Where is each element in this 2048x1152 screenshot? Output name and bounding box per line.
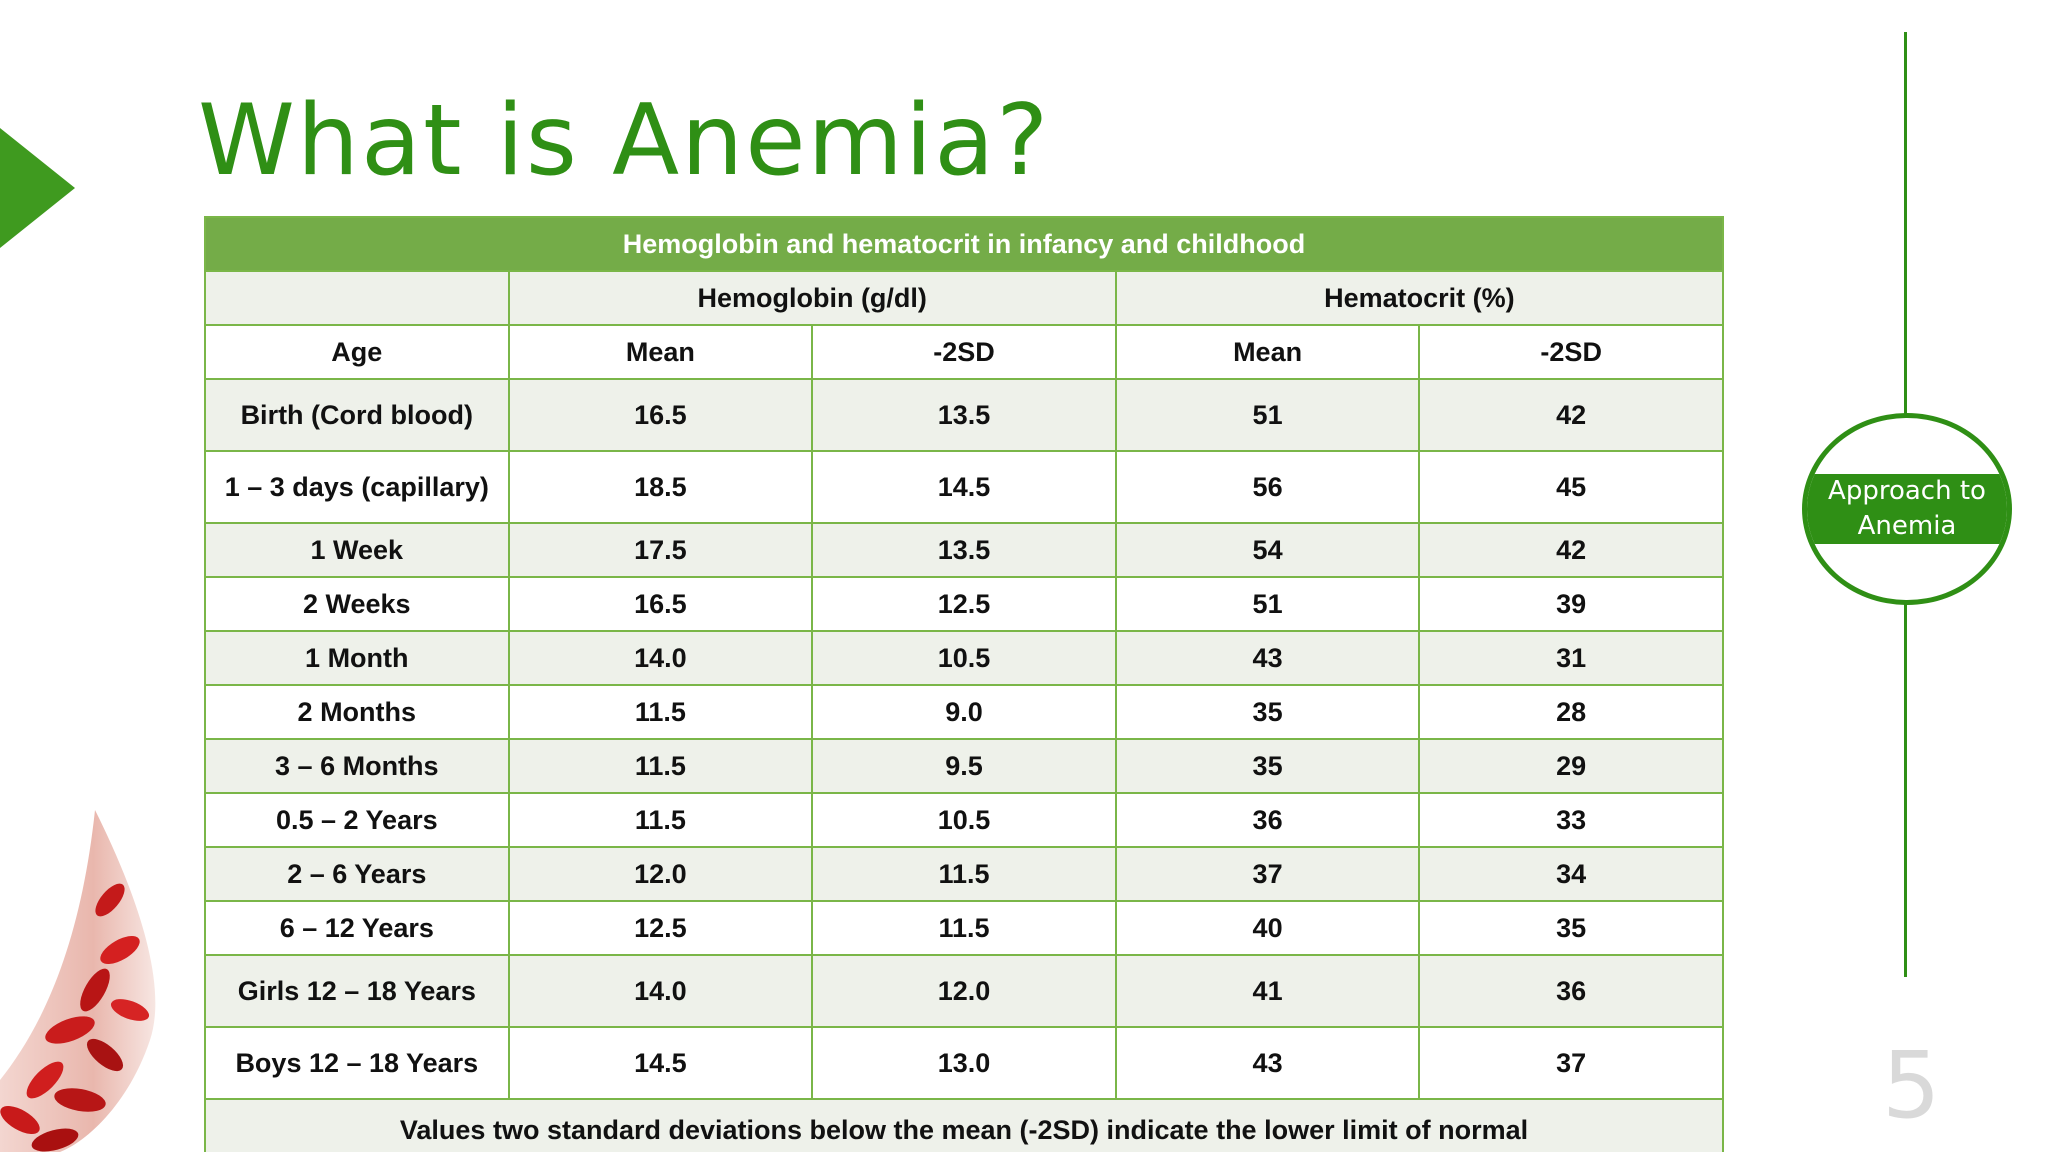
table-row: 6 – 12 Years 12.5 11.5 40 35 — [204, 900, 1724, 956]
nav-button-label: Approach to Anemia — [1807, 474, 2007, 544]
hct-mean-cell: 56 — [1114, 450, 1421, 524]
age-cell: 6 – 12 Years — [204, 900, 510, 956]
column-header-hb-2sd: -2SD — [811, 324, 1117, 380]
hct-mean-cell: 40 — [1114, 900, 1421, 956]
hct-2sd-cell: 33 — [1418, 792, 1724, 848]
hb-2sd-cell: 9.5 — [811, 738, 1117, 794]
approach-to-anemia-nav-button[interactable]: Approach to Anemia — [1802, 413, 2012, 605]
table-row: 1 Month 14.0 10.5 43 31 — [204, 630, 1724, 686]
table-row: 2 Weeks 16.5 12.5 51 39 — [204, 576, 1724, 632]
hb-mean-cell: 17.5 — [507, 522, 814, 578]
table-row: 3 – 6 Months 11.5 9.5 35 29 — [204, 738, 1724, 794]
age-cell: 1 Week — [204, 522, 510, 578]
hb-2sd-cell: 9.0 — [811, 684, 1117, 740]
hct-2sd-cell: 31 — [1418, 630, 1724, 686]
hct-mean-cell: 36 — [1114, 792, 1421, 848]
hb-2sd-cell: 13.5 — [811, 522, 1117, 578]
column-header-hct-2sd: -2SD — [1418, 324, 1724, 380]
hb-2sd-cell: 11.5 — [811, 900, 1117, 956]
hb-mean-cell: 14.0 — [507, 954, 814, 1028]
age-cell: 2 – 6 Years — [204, 846, 510, 902]
column-header-hct-mean: Mean — [1114, 324, 1421, 380]
table-row: Boys 12 – 18 Years 14.5 13.0 43 37 — [204, 1026, 1724, 1100]
age-cell: 1 – 3 days (capillary) — [204, 450, 510, 524]
table-row: Birth (Cord blood) 16.5 13.5 51 42 — [204, 378, 1724, 452]
column-header-age: Age — [204, 324, 510, 380]
hb-2sd-cell: 10.5 — [811, 792, 1117, 848]
hb-mean-cell: 14.5 — [507, 1026, 814, 1100]
group-header-blank — [204, 270, 509, 326]
age-cell: Girls 12 – 18 Years — [204, 954, 510, 1028]
hb-2sd-cell: 14.5 — [811, 450, 1117, 524]
age-cell: 0.5 – 2 Years — [204, 792, 510, 848]
table-row: 1 Week 17.5 13.5 54 42 — [204, 522, 1724, 578]
age-cell: 2 Weeks — [204, 576, 510, 632]
hb-2sd-cell: 13.5 — [811, 378, 1117, 452]
age-cell: Boys 12 – 18 Years — [204, 1026, 510, 1100]
age-cell: 3 – 6 Months — [204, 738, 510, 794]
table-row: 2 Months 11.5 9.0 35 28 — [204, 684, 1724, 740]
hb-2sd-cell: 12.0 — [811, 954, 1117, 1028]
hb-mean-cell: 11.5 — [507, 792, 814, 848]
hct-2sd-cell: 36 — [1418, 954, 1724, 1028]
hemoglobin-table-container: Hemoglobin and hematocrit in infancy and… — [204, 216, 1724, 1152]
group-header-hematocrit: Hematocrit (%) — [1114, 270, 1724, 326]
hb-2sd-cell: 10.5 — [811, 630, 1117, 686]
slide-page-number: 5 — [1882, 1032, 1941, 1139]
table-group-header-row: Hemoglobin (g/dl) Hematocrit (%) — [204, 270, 1724, 326]
hct-2sd-cell: 28 — [1418, 684, 1724, 740]
age-cell: Birth (Cord blood) — [204, 378, 510, 452]
table-row: 2 – 6 Years 12.0 11.5 37 34 — [204, 846, 1724, 902]
table-footnote-row: Values two standard deviations below the… — [204, 1098, 1724, 1152]
hb-2sd-cell: 12.5 — [811, 576, 1117, 632]
hb-2sd-cell: 11.5 — [811, 846, 1117, 902]
red-blood-cells-image — [0, 810, 156, 1152]
hb-mean-cell: 16.5 — [507, 576, 814, 632]
table-footnote: Values two standard deviations below the… — [204, 1098, 1724, 1152]
hb-mean-cell: 14.0 — [507, 630, 814, 686]
age-cell: 1 Month — [204, 630, 510, 686]
column-header-hb-mean: Mean — [507, 324, 814, 380]
hb-mean-cell: 12.5 — [507, 900, 814, 956]
hb-mean-cell: 11.5 — [507, 738, 814, 794]
hb-mean-cell: 12.0 — [507, 846, 814, 902]
hemoglobin-hematocrit-table: Hemoglobin and hematocrit in infancy and… — [204, 216, 1724, 1152]
hct-mean-cell: 37 — [1114, 846, 1421, 902]
age-cell: 2 Months — [204, 684, 510, 740]
hct-2sd-cell: 37 — [1418, 1026, 1724, 1100]
hct-mean-cell: 35 — [1114, 684, 1421, 740]
group-header-hemoglobin: Hemoglobin (g/dl) — [507, 270, 1117, 326]
table-row: Girls 12 – 18 Years 14.0 12.0 41 36 — [204, 954, 1724, 1028]
hct-2sd-cell: 29 — [1418, 738, 1724, 794]
side-nav-line-top — [1904, 32, 1907, 414]
hct-2sd-cell: 42 — [1418, 522, 1724, 578]
table-column-header-row: Age Mean -2SD Mean -2SD — [204, 324, 1724, 380]
hct-mean-cell: 51 — [1114, 378, 1421, 452]
hct-2sd-cell: 35 — [1418, 900, 1724, 956]
table-row: 0.5 – 2 Years 11.5 10.5 36 33 — [204, 792, 1724, 848]
table-caption: Hemoglobin and hematocrit in infancy and… — [204, 216, 1724, 272]
hct-mean-cell: 51 — [1114, 576, 1421, 632]
side-nav-line-bottom — [1904, 597, 1907, 977]
hct-mean-cell: 43 — [1114, 630, 1421, 686]
hct-2sd-cell: 42 — [1418, 378, 1724, 452]
table-caption-row: Hemoglobin and hematocrit in infancy and… — [204, 216, 1724, 272]
hct-mean-cell: 43 — [1114, 1026, 1421, 1100]
hct-2sd-cell: 45 — [1418, 450, 1724, 524]
hb-mean-cell: 16.5 — [507, 378, 814, 452]
hct-mean-cell: 41 — [1114, 954, 1421, 1028]
slide-arrow-marker — [0, 128, 75, 248]
hb-mean-cell: 18.5 — [507, 450, 814, 524]
slide-title: What is Anemia? — [198, 84, 1051, 198]
hct-2sd-cell: 34 — [1418, 846, 1724, 902]
table-row: 1 – 3 days (capillary) 18.5 14.5 56 45 — [204, 450, 1724, 524]
hb-2sd-cell: 13.0 — [811, 1026, 1117, 1100]
hb-mean-cell: 11.5 — [507, 684, 814, 740]
hct-2sd-cell: 39 — [1418, 576, 1724, 632]
hct-mean-cell: 35 — [1114, 738, 1421, 794]
hct-mean-cell: 54 — [1114, 522, 1421, 578]
